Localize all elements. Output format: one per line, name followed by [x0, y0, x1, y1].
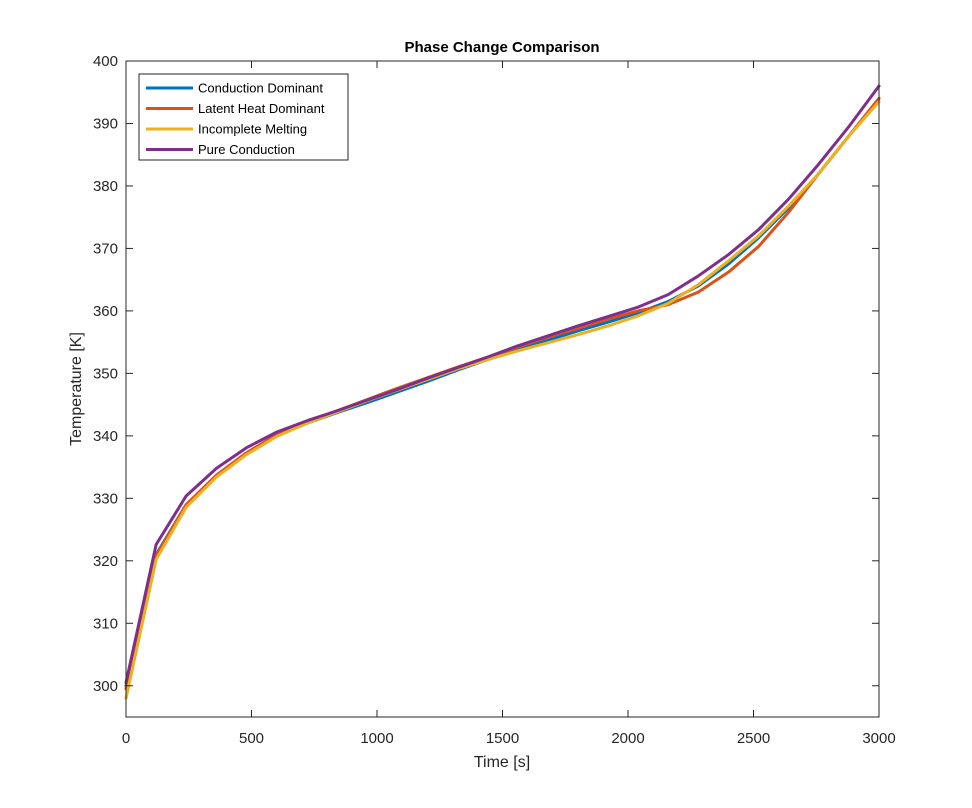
ticks-layer: 0 500 1000 1500 2000 2500 3000 300 310 320 330 340 3…: [93, 53, 896, 747]
x-tick-label: 500: [239, 730, 264, 747]
y-tick-label: 300: [93, 678, 118, 695]
plot-area: [126, 61, 879, 717]
y-tick-label: 350: [93, 365, 118, 382]
x-tick-label: 1000: [360, 730, 393, 747]
y-tick-label: 370: [93, 240, 118, 257]
legend: Conduction Dominant Latent Heat Dominant I…: [138, 73, 349, 161]
legend-label-1: Latent Heat Dominant: [198, 101, 325, 116]
chart-title: Phase Change Comparison: [404, 39, 599, 56]
legend-label-2: Incomplete Melting: [198, 122, 307, 137]
x-tick-label: 2000: [611, 730, 644, 747]
y-tick-label: 320: [93, 553, 118, 570]
legend-items: Conduction Dominant Latent Heat Dominant I…: [146, 81, 325, 157]
series-line-2: [124, 100, 881, 700]
y-tick-label: 400: [93, 53, 118, 70]
y-tick-label: 330: [93, 490, 118, 507]
x-axis-label: Time [s]: [474, 754, 530, 771]
y-tick-label: 360: [93, 303, 118, 320]
x-tick-label: 3000: [862, 730, 895, 747]
x-tick-label: 0: [122, 730, 130, 747]
y-tick-label: 380: [93, 178, 118, 195]
y-tick-label: 340: [93, 428, 118, 445]
y-axis-label: Temperature [K]: [68, 332, 85, 446]
x-tick-label: 2500: [737, 730, 770, 747]
y-tick-label: 390: [93, 115, 118, 132]
y-tick-label: 310: [93, 615, 118, 632]
series-layer: [124, 84, 881, 700]
x-tick-label: 1500: [486, 730, 519, 747]
legend-label-0: Conduction Dominant: [198, 81, 323, 96]
series-line-3: [124, 84, 881, 685]
legend-label-3: Pure Conduction: [198, 142, 295, 157]
